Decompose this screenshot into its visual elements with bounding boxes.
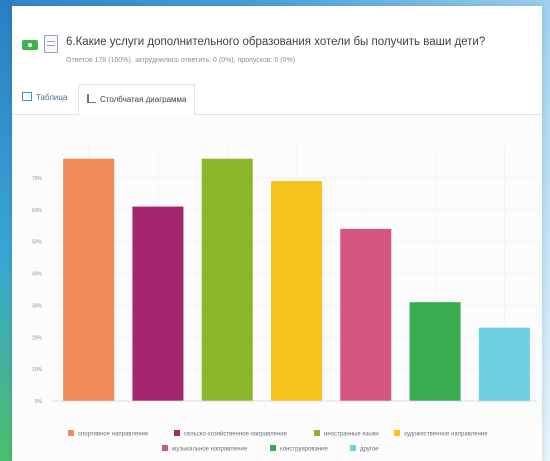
legend-swatch: [270, 445, 276, 451]
y-tick-label: 70%: [32, 176, 43, 182]
bar-1: [63, 158, 115, 401]
tab-bar-chart[interactable]: Столбчатая диаграмма: [78, 84, 196, 116]
bar-2: [132, 206, 184, 401]
y-tick-label: 40%: [32, 272, 43, 278]
bar-7: [478, 327, 530, 401]
legend-item-label: музыкальное направление: [172, 447, 248, 453]
legend-item-label: художественное направление: [404, 432, 488, 438]
table-icon: [22, 92, 32, 101]
legend-item-label: сельско-хозяйственное направление: [184, 431, 288, 438]
legend-item-label: спортивное направление: [78, 432, 149, 438]
legend-swatch: [314, 430, 320, 436]
legend-swatch: [394, 430, 400, 436]
bar-3: [201, 158, 253, 401]
tab-bar-chart-label: Столбчатая диаграмма: [100, 95, 187, 104]
background-stripe: [0, 0, 12, 461]
legend-swatch: [68, 430, 74, 436]
y-tick-label: 60%: [32, 208, 43, 214]
view-tabs: Таблица Столбчатая диаграмма: [12, 84, 542, 116]
y-tick-label: 50%: [32, 240, 43, 246]
legend-item-label: иностранные языки: [324, 432, 379, 438]
y-tick-label: 20%: [32, 335, 43, 341]
legend-swatch: [174, 430, 180, 436]
tab-table[interactable]: Таблица: [22, 90, 67, 114]
question-title: 6.Какие услуги дополнительного образован…: [66, 36, 486, 48]
bar-chart-icon: [87, 94, 96, 103]
y-tick-label: 10%: [32, 367, 43, 373]
legend-item-label: конструирование: [280, 447, 329, 453]
document-icon: [44, 35, 58, 53]
bar-4: [271, 181, 322, 401]
legend-swatch: [350, 445, 356, 451]
bar-5: [340, 228, 392, 401]
question-stats: Ответов 178 (100%), затруднились ответит…: [66, 57, 296, 64]
y-tick-label: 0%: [35, 399, 43, 405]
question-card: 6.Какие услуги дополнительного образован…: [12, 6, 542, 461]
tab-table-label: Таблица: [36, 93, 68, 102]
legend-item-label: другое: [360, 447, 379, 453]
legend-swatch: [162, 445, 168, 451]
question-badge-icon[interactable]: [22, 40, 38, 50]
bar-6: [409, 302, 461, 401]
question-header: 6.Какие услуги дополнительного образован…: [12, 6, 542, 76]
bar-chart: 70% 60% 50% 40% 30% 20% 10% 0% спортивное направ…: [32, 146, 537, 453]
chart-area: 70% 60% 50% 40% 30% 20% 10% 0% спортивное направ…: [12, 116, 542, 461]
y-tick-label: 30%: [32, 303, 43, 309]
